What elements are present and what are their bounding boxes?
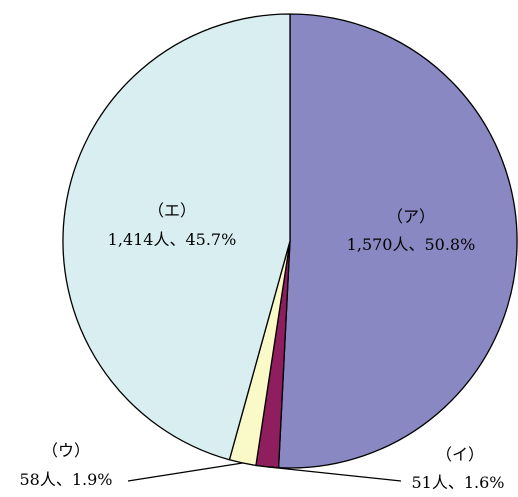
slice-label-i-value: 51人、1.6% [411, 473, 504, 492]
pie-slices [62, 13, 518, 469]
slice-label-i-name: （イ） [436, 445, 484, 464]
slice-label-u-value: 58人、1.9% [19, 470, 112, 489]
pie-slice-ア [277, 13, 518, 469]
slice-label-a-value: 1,570人、50.8% [347, 235, 476, 254]
leader-line-u [127, 462, 243, 482]
slice-label-e-name: （エ） [148, 201, 196, 220]
leader-lines [127, 462, 402, 482]
slice-label-a-name: （ア） [387, 207, 435, 226]
slice-label-e-value: 1,414人、45.7% [108, 230, 237, 249]
slice-labels: （ア） 1,570人、50.8% （エ） 1,414人、45.7% （ウ） 58… [19, 201, 504, 492]
pie-slice-エ [62, 13, 291, 461]
leader-line-i [267, 466, 402, 482]
slice-label-u-name: （ウ） [42, 441, 90, 460]
